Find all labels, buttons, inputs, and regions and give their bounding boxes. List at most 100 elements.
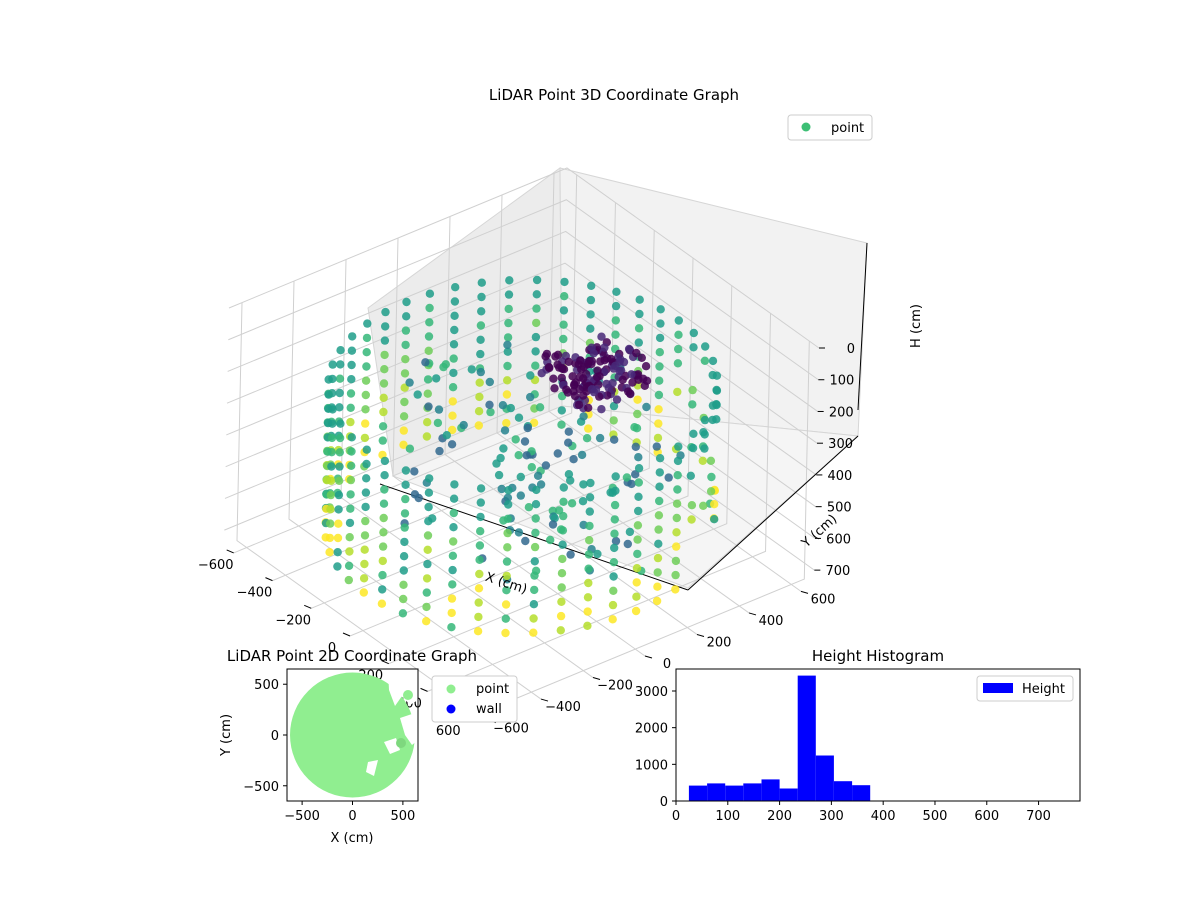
- point-3d: [422, 588, 431, 597]
- y-tick-mark: [800, 590, 809, 594]
- point-3d: [378, 542, 388, 551]
- point-3d: [425, 289, 435, 298]
- x-tick-label: −200: [275, 613, 311, 628]
- point-3d: [405, 444, 415, 453]
- point-3d: [634, 338, 643, 347]
- point-3d: [476, 349, 485, 359]
- y-tick-mark: [540, 698, 549, 702]
- point-3d: [348, 332, 357, 341]
- point-3d: [497, 484, 506, 494]
- point-3d: [710, 515, 719, 524]
- grid-line-y: [288, 281, 542, 700]
- point-3d: [610, 529, 619, 538]
- point-3d: [686, 471, 695, 480]
- y-tick-mark: [696, 633, 705, 637]
- point-3d: [398, 609, 408, 618]
- point-3d: [500, 426, 510, 435]
- point-3d: [536, 480, 546, 489]
- point-3d: [553, 449, 562, 458]
- point-3d: [564, 357, 573, 366]
- point-3d: [584, 424, 593, 433]
- point-3d: [377, 599, 387, 608]
- point-3d: [559, 483, 568, 492]
- grid-line-x: [349, 257, 694, 637]
- point-3d: [654, 539, 663, 548]
- point-3d: [610, 435, 619, 444]
- point-3d: [632, 564, 642, 573]
- point-3d: [630, 423, 639, 432]
- point-3d: [379, 393, 388, 402]
- point-3d: [710, 500, 719, 509]
- point-3d: [432, 374, 441, 383]
- point-3d: [506, 403, 515, 413]
- point-3d: [587, 343, 596, 352]
- point-3d: [597, 405, 606, 414]
- point-3d: [423, 389, 432, 398]
- point-3d: [558, 526, 568, 535]
- point-3d: [527, 463, 536, 472]
- point-3d: [335, 433, 345, 443]
- point-3d: [363, 319, 372, 328]
- hist-title: Height Histogram: [812, 647, 944, 665]
- point-3d: [574, 400, 584, 409]
- hist-bar: [725, 785, 744, 801]
- point-3d: [584, 550, 594, 559]
- point-3d: [425, 318, 434, 327]
- point-3d: [532, 290, 541, 299]
- x-tick-label: −600: [198, 558, 234, 573]
- point-3d: [333, 548, 342, 557]
- point-3d: [448, 397, 457, 406]
- point-3d: [333, 562, 342, 571]
- point-3d: [609, 572, 618, 581]
- legend-marker-point: [801, 122, 811, 132]
- hist-bar: [743, 783, 762, 801]
- point-3d: [501, 614, 510, 623]
- point-3d: [609, 364, 618, 373]
- point-3d: [399, 426, 408, 435]
- point-3d: [551, 352, 560, 361]
- point-3d: [632, 348, 641, 358]
- point-3d: [672, 542, 681, 551]
- point-3d: [400, 509, 410, 518]
- point-3d: [475, 378, 484, 387]
- point-3d: [584, 403, 593, 412]
- point-3d: [611, 301, 621, 311]
- point-3d: [627, 370, 636, 379]
- x-tick-label: 200: [767, 809, 792, 824]
- point-3d: [335, 448, 344, 457]
- point-3d: [399, 552, 409, 561]
- point-3d: [400, 537, 409, 547]
- point-3d: [532, 485, 541, 495]
- point-3d: [611, 330, 620, 339]
- point-3d: [421, 358, 430, 367]
- point-3d: [504, 304, 513, 314]
- point-3d: [559, 365, 569, 374]
- point-3d: [654, 525, 663, 534]
- point-3d: [712, 386, 722, 395]
- point-3d: [595, 433, 605, 443]
- point-3d: [424, 502, 433, 512]
- point-3d: [434, 405, 444, 414]
- point-3d: [633, 521, 643, 530]
- point-3d: [401, 355, 410, 364]
- grid-line-y: [236, 302, 490, 722]
- point-3d: [346, 403, 355, 412]
- point-3d: [530, 585, 539, 595]
- point-3d: [328, 360, 337, 369]
- point-3d: [537, 369, 546, 378]
- point-3d: [414, 493, 423, 503]
- point-3d: [708, 356, 718, 366]
- point-3d: [346, 504, 355, 513]
- point-3d: [511, 435, 520, 444]
- point-3d: [653, 568, 662, 577]
- point-3d: [361, 390, 370, 400]
- point-3d: [503, 361, 512, 371]
- point-3d: [504, 500, 513, 509]
- point-3d: [637, 353, 646, 362]
- point-3d: [423, 559, 432, 569]
- point-3d: [584, 564, 593, 573]
- point-3d: [401, 494, 410, 504]
- z-tick-label: 300: [828, 437, 853, 452]
- point-3d: [575, 373, 584, 382]
- point-3d: [556, 611, 566, 621]
